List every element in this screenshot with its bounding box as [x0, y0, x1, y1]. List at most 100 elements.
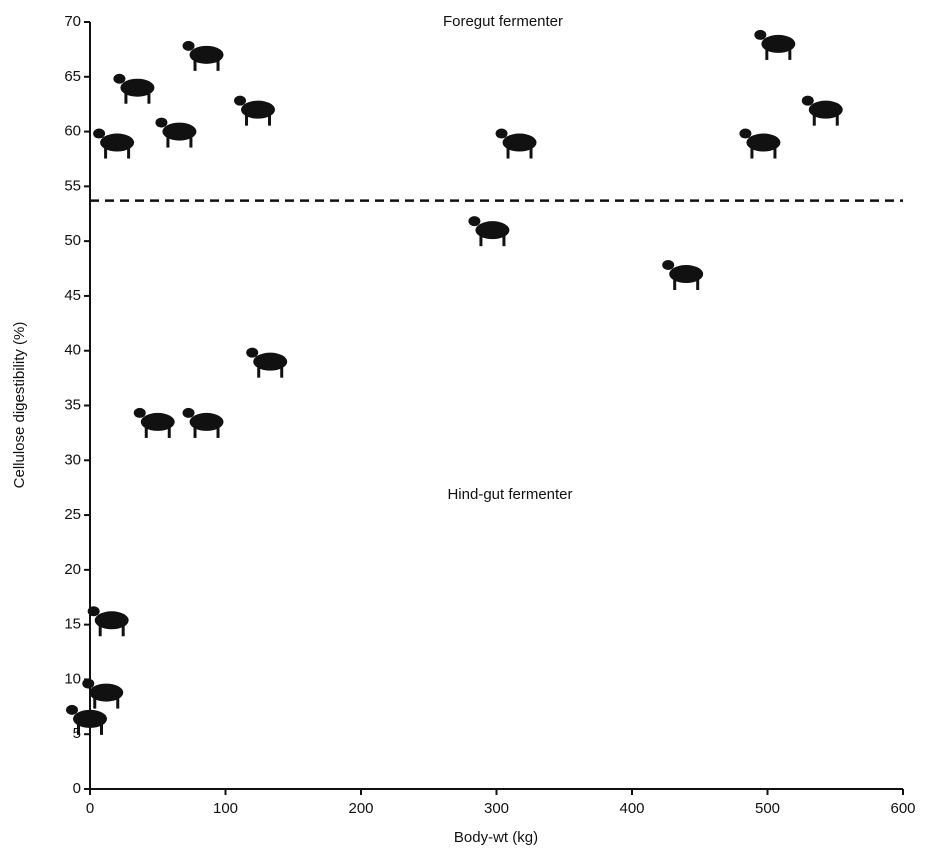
marker-body [761, 34, 796, 53]
animal-marker [468, 216, 510, 247]
marker-head [87, 606, 100, 617]
x-tick-label: 600 [890, 800, 915, 817]
marker-head [468, 216, 481, 227]
marker-leg [98, 624, 102, 637]
animal-marker [662, 260, 704, 291]
marker-leg [93, 696, 97, 709]
x-axis-label: Body-wt (kg) [454, 829, 538, 846]
marker-leg [116, 696, 120, 709]
marker-head [66, 704, 78, 715]
marker-head [754, 29, 767, 40]
annotation: Foregut fermenter [443, 13, 563, 30]
animal-marker [82, 678, 124, 709]
y-tick-label: 15 [64, 616, 81, 633]
animal-marker [93, 128, 135, 159]
marker-leg [193, 58, 197, 71]
marker-leg [121, 624, 125, 637]
marker-leg [144, 425, 148, 438]
y-tick-label: 70 [64, 13, 81, 30]
marker-head [82, 678, 95, 689]
y-tick-label: 20 [64, 561, 81, 578]
marker-leg [502, 234, 506, 247]
marker-leg [529, 146, 533, 159]
animal-marker [182, 40, 224, 71]
y-tick-label: 10 [64, 670, 81, 687]
y-tick-label: 35 [64, 396, 81, 413]
marker-leg [812, 113, 816, 126]
marker-leg [189, 135, 193, 148]
marker-leg [696, 278, 700, 291]
marker-leg [788, 47, 792, 60]
animal-marker [87, 606, 129, 637]
marker-head [93, 128, 106, 139]
marker-body [746, 133, 781, 152]
marker-leg [100, 722, 103, 735]
y-axis-label: Cellulose digestibility (%) [11, 322, 28, 489]
animal-marker [234, 95, 276, 126]
marker-body [162, 122, 197, 141]
marker-body [669, 265, 704, 284]
animal-marker [739, 128, 781, 159]
marker-leg [147, 91, 151, 104]
y-tick-label: 60 [64, 123, 81, 140]
marker-leg [773, 146, 777, 159]
marker-head [113, 73, 126, 84]
marker-body [94, 611, 129, 630]
marker-head [133, 407, 146, 418]
marker-body [73, 709, 107, 728]
marker-body [189, 45, 224, 64]
marker-body [241, 100, 276, 119]
animal-marker [495, 128, 537, 159]
animal-marker [754, 29, 796, 60]
marker-leg [167, 425, 171, 438]
marker-head [662, 260, 675, 271]
marker-head [155, 117, 168, 128]
marker-leg [280, 365, 284, 378]
y-tick-label: 40 [64, 342, 81, 359]
y-tick-label: 50 [64, 232, 81, 249]
marker-leg [506, 146, 510, 159]
marker-body [808, 100, 843, 119]
marker-body [89, 683, 124, 702]
x-tick-label: 500 [755, 800, 780, 817]
animal-marker [182, 407, 224, 438]
marker-leg [193, 425, 197, 438]
marker-leg [479, 234, 483, 247]
marker-body [100, 133, 135, 152]
marker-leg [257, 365, 261, 378]
marker-body [120, 78, 155, 97]
y-tick-label: 55 [64, 177, 81, 194]
animal-marker [246, 347, 288, 378]
marker-body [502, 133, 537, 152]
marker-leg [835, 113, 839, 126]
y-tick-label: 25 [64, 506, 81, 523]
animal-marker [133, 407, 175, 438]
annotation: Hind-gut fermenter [447, 486, 572, 503]
marker-head [182, 40, 195, 51]
x-tick-label: 400 [619, 800, 644, 817]
animal-marker [66, 704, 107, 735]
animal-marker [801, 95, 843, 126]
marker-leg [765, 47, 769, 60]
x-tick-label: 100 [213, 800, 238, 817]
marker-leg [127, 146, 131, 159]
marker-leg [673, 278, 677, 291]
marker-leg [750, 146, 754, 159]
animal-marker [155, 117, 197, 148]
marker-leg [77, 722, 80, 735]
marker-leg [166, 135, 170, 148]
y-tick-label: 5 [73, 725, 81, 742]
marker-head [182, 407, 195, 418]
y-tick-label: 65 [64, 68, 81, 85]
marker-leg [124, 91, 128, 104]
marker-body [475, 221, 510, 240]
marker-leg [245, 113, 249, 126]
x-tick-label: 200 [348, 800, 373, 817]
y-tick-label: 30 [64, 451, 81, 468]
marker-leg [216, 425, 220, 438]
marker-leg [216, 58, 220, 71]
marker-head [801, 95, 814, 106]
marker-head [234, 95, 247, 106]
x-tick-label: 300 [484, 800, 509, 817]
y-tick-label: 45 [64, 287, 81, 304]
